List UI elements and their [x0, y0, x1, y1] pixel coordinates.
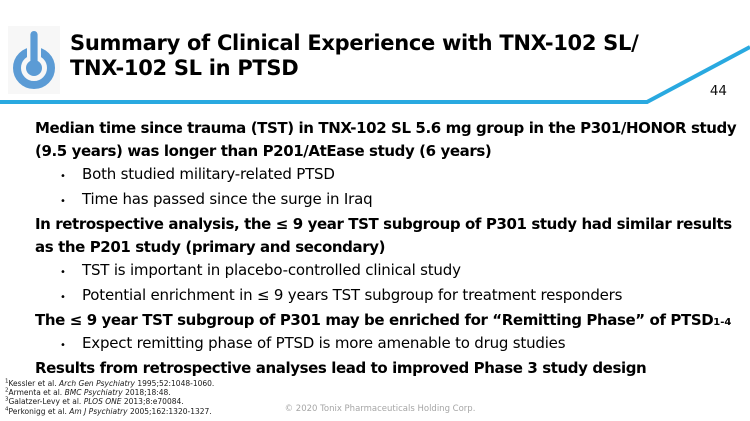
- title-line-1: Summary of Clinical Experience with TNX-…: [70, 31, 639, 55]
- footnote: 3Galatzer-Levy et al. PLOS ONE 2013;8:e7…: [5, 396, 184, 407]
- body-line: Results from retrospective analyses lead…: [35, 359, 647, 377]
- title-line-2: TNX-102 SL in PTSD: [70, 55, 299, 80]
- body-line: Median time since trauma (TST) in TNX-10…: [35, 119, 737, 137]
- footnote: 2Armenta et al. BMC Psychiatry 2018;18:4…: [5, 387, 171, 398]
- slide-body: Median time since trauma (TST) in TNX-10…: [35, 117, 747, 380]
- body-line: as the P201 study (primary and secondary…: [35, 238, 386, 256]
- power-button-icon: [13, 31, 55, 89]
- bullet-dot-icon: •: [60, 196, 66, 207]
- page-number: 44: [709, 83, 727, 99]
- footnote: 1Kessler et al. Arch Gen Psychiatry 1995…: [5, 378, 215, 388]
- accent-line: [0, 45, 750, 104]
- bullet-item: • Expect remitting phase of PTSD is more …: [35, 332, 747, 357]
- footnotes: 1Kessler et al. Arch Gen Psychiatry 1995…: [5, 379, 214, 416]
- footnote: 4Perkonigg et al. Am J Psychiatry 2005;1…: [5, 406, 212, 416]
- body-line: (9.5 years) was longer than P201/AtEase …: [35, 142, 492, 160]
- bullet-dot-icon: •: [60, 340, 66, 351]
- bullet-item: • Time has passed since the surge in Iraq: [35, 188, 747, 213]
- bullet-dot-icon: •: [60, 292, 66, 303]
- bullet-item: • Both studied military-related PTSD: [35, 163, 747, 188]
- slide-title: Summary of Clinical Experience with TNX-…: [70, 31, 730, 80]
- tonix-logo-icon: [8, 26, 60, 94]
- bullet-item: • TST is important in placebo-controlled …: [35, 259, 747, 284]
- body-line: The ≤ 9 year TST subgroup of P301 may be…: [35, 311, 732, 329]
- bullet-dot-icon: •: [60, 171, 66, 182]
- copyright-text: © 2020 Tonix Pharmaceuticals Holding Cor…: [284, 404, 476, 414]
- bullet-dot-icon: •: [60, 267, 66, 278]
- body-line: In retrospective analysis, the ≤ 9 year …: [35, 215, 732, 233]
- bullet-item: • Potential enrichment in ≤ 9 years TST s…: [35, 284, 747, 309]
